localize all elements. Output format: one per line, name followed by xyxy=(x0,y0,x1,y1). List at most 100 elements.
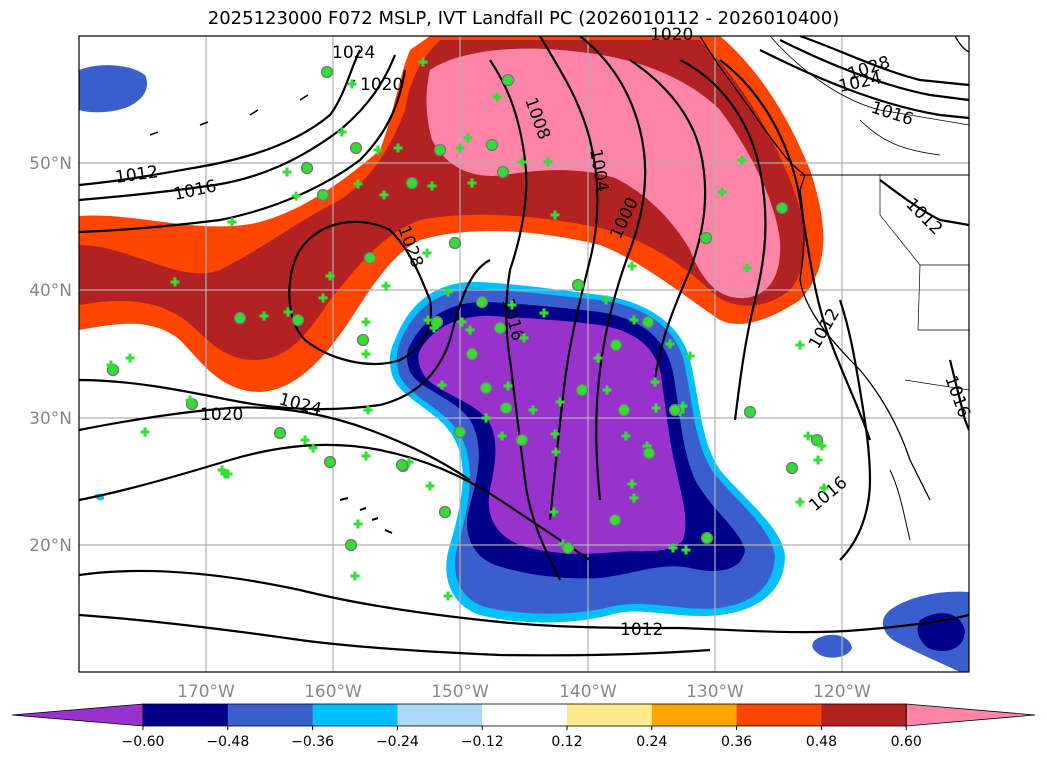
landfall-marker-plus xyxy=(539,308,549,318)
landfall-marker-plus xyxy=(577,385,587,395)
landfall-marker-plus xyxy=(365,253,375,263)
landfall-marker-plus xyxy=(443,591,453,601)
landfall-marker-plus xyxy=(422,248,432,258)
landfall-markers xyxy=(106,57,829,601)
landfall-marker-plus xyxy=(435,145,445,155)
lon-label: 150°W xyxy=(431,682,489,702)
isobar-label: 1020 xyxy=(360,75,403,95)
landfall-marker-plus xyxy=(427,181,437,191)
colorbar-segment xyxy=(821,704,907,726)
landfall-marker-plus xyxy=(650,377,660,387)
landfall-marker-plus xyxy=(745,407,755,417)
landfall-marker-plus xyxy=(463,133,473,143)
landfall-marker-plus xyxy=(393,143,403,153)
landfall-marker-plus xyxy=(347,79,357,89)
landfall-marker-plus xyxy=(432,317,442,327)
landfall-marker-plus xyxy=(602,385,612,395)
landfall-marker-plus xyxy=(517,435,527,445)
landfall-marker-plus xyxy=(685,351,695,361)
landfall-marker-plus xyxy=(501,403,511,413)
landfall-marker-plus xyxy=(322,67,332,77)
landfall-marker-plus xyxy=(346,540,356,550)
landfall-marker-plus xyxy=(465,325,475,335)
landfall-marker-plus xyxy=(108,365,118,375)
landfall-marker-plus xyxy=(610,515,620,525)
landfall-marker-plus xyxy=(429,323,439,333)
landfall-marker-plus xyxy=(353,179,363,189)
landfall-marker-plus xyxy=(549,507,559,517)
colorbar-segment xyxy=(651,704,738,726)
landfall-marker-plus xyxy=(507,300,517,310)
colorbar-tick-label: −0.12 xyxy=(461,734,504,750)
landfall-marker-plus xyxy=(742,263,752,273)
landfall-marker-plus xyxy=(397,460,407,470)
landfall-marker-plus xyxy=(125,353,135,363)
colorbar-outline xyxy=(142,703,907,727)
landfall-marker-plus xyxy=(777,203,787,213)
colorbar-segment xyxy=(397,704,483,726)
landfall-marker-plus xyxy=(787,463,797,473)
landfall-marker-plus xyxy=(517,157,527,167)
landfall-marker-plus xyxy=(702,533,712,543)
landfall-marker-plus xyxy=(550,210,560,220)
landfall-marker-plus xyxy=(481,383,491,393)
landfall-marker-plus xyxy=(361,349,371,359)
landfall-marker-plus xyxy=(813,455,823,465)
landfall-marker-plus xyxy=(737,155,747,165)
colorbar-tick-label: −0.36 xyxy=(291,734,334,750)
lat-label: 30°N xyxy=(29,409,72,429)
landfall-marker-plus xyxy=(282,167,292,177)
landfall-marker-plus xyxy=(817,441,827,451)
landfall-marker-plus xyxy=(629,493,639,503)
landfall-marker-plus xyxy=(629,315,639,325)
landfall-marker-plus xyxy=(492,92,502,102)
colorbar-tick-label: 0.12 xyxy=(551,734,582,750)
colorbar-tick-label: 0.48 xyxy=(806,734,837,750)
landfall-marker-plus xyxy=(227,217,237,227)
latitude-labels: 50°N 40°N 30°N 20°N xyxy=(29,154,72,556)
landfall-marker-plus xyxy=(363,405,373,415)
landfall-marker-plus xyxy=(302,163,312,173)
landfall-marker-plus xyxy=(293,315,303,325)
landfall-marker-plus xyxy=(481,413,491,423)
landfall-marker-plus xyxy=(812,435,822,445)
colorbar-segment xyxy=(227,704,314,726)
landfall-marker-plus xyxy=(503,381,513,391)
landfall-marker-plus xyxy=(418,57,428,67)
landfall-marker-plus xyxy=(487,140,497,150)
landfall-marker-plus xyxy=(678,401,688,411)
colorbar-segment xyxy=(567,704,653,726)
landfall-marker-plus xyxy=(467,178,477,188)
landfall-marker-plus xyxy=(275,428,285,438)
lat-label: 50°N xyxy=(29,154,72,174)
map-title: 2025123000 F072 MSLP, IVT Landfall PC (2… xyxy=(207,8,840,29)
landfall-marker-plus xyxy=(495,323,505,333)
landfall-marker-plus xyxy=(379,190,389,200)
landfall-marker-plus xyxy=(795,340,805,350)
landfall-marker-plus xyxy=(185,395,195,405)
landfall-marker-plus xyxy=(819,483,829,493)
landfall-marker-plus xyxy=(437,380,447,390)
lon-label: 160°W xyxy=(304,682,362,702)
landfall-marker-plus xyxy=(701,233,711,243)
landfall-marker-plus xyxy=(467,349,477,359)
longitude-labels: 170°W 160°W 150°W 140°W 130°W 120°W xyxy=(177,682,871,702)
landfall-marker-plus xyxy=(361,451,371,461)
landfall-marker-plus xyxy=(528,405,538,415)
landfall-marker-plus xyxy=(477,297,487,307)
landfall-marker-plus xyxy=(519,333,529,343)
lon-label: 120°W xyxy=(813,682,871,702)
landfall-marker-plus xyxy=(423,315,433,325)
landfall-marker-plus xyxy=(497,431,507,441)
colorbar-tick-label: −0.48 xyxy=(206,734,249,750)
landfall-marker-plus xyxy=(803,431,813,441)
landfall-marker-plus xyxy=(457,317,467,327)
landfall-marker-plus xyxy=(140,427,150,437)
isobar-label: 1020 xyxy=(650,25,693,45)
lon-label: 170°W xyxy=(177,682,235,702)
landfall-marker-plus xyxy=(681,545,691,555)
landfall-marker-plus xyxy=(503,75,513,85)
landfall-marker-plus xyxy=(443,287,453,297)
colorbar-segment xyxy=(312,704,398,726)
